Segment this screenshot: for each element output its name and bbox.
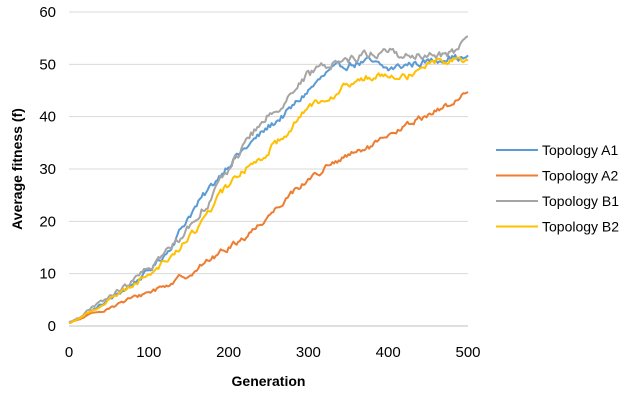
x-tick-label: 300 [296,344,321,361]
x-tick-label: 500 [455,344,480,361]
series-layer [68,35,469,325]
y-axis-ticks: 0 10 20 30 40 50 60 [39,4,56,335]
legend-label: Topology A2 [542,168,618,184]
legend-label: Topology B1 [542,193,619,209]
gridlines [69,11,468,275]
x-tick-label: 0 [65,344,73,361]
x-tick-label: 100 [136,344,161,361]
legend-item: Topology B2 [496,219,619,235]
series-line-3 [68,35,469,324]
x-tick-label: 400 [376,344,401,361]
legend: Topology A1 Topology A2 Topology B1 Topolog… [496,142,619,235]
legend-item: Topology B1 [496,193,619,209]
series-line-2 [68,90,469,324]
y-tick-label: 40 [39,109,56,126]
x-tick-label: 200 [216,344,241,361]
y-tick-label: 0 [48,318,56,335]
y-tick-label: 60 [39,4,56,21]
y-axis-title: Average fitness (f) [9,108,25,230]
y-tick-label: 20 [39,213,56,230]
series-line-1 [68,53,469,325]
y-tick-label: 30 [39,161,56,178]
legend-item: Topology A2 [496,168,618,184]
legend-label: Topology B2 [542,219,619,235]
series-line-4 [68,56,469,324]
x-axis-ticks: 0 100 200 300 400 500 [65,344,481,361]
legend-item: Topology A1 [496,142,618,158]
y-tick-label: 50 [39,56,56,73]
y-tick-label: 10 [39,266,56,283]
legend-label: Topology A1 [542,142,618,158]
x-axis-title: Generation [232,373,306,389]
